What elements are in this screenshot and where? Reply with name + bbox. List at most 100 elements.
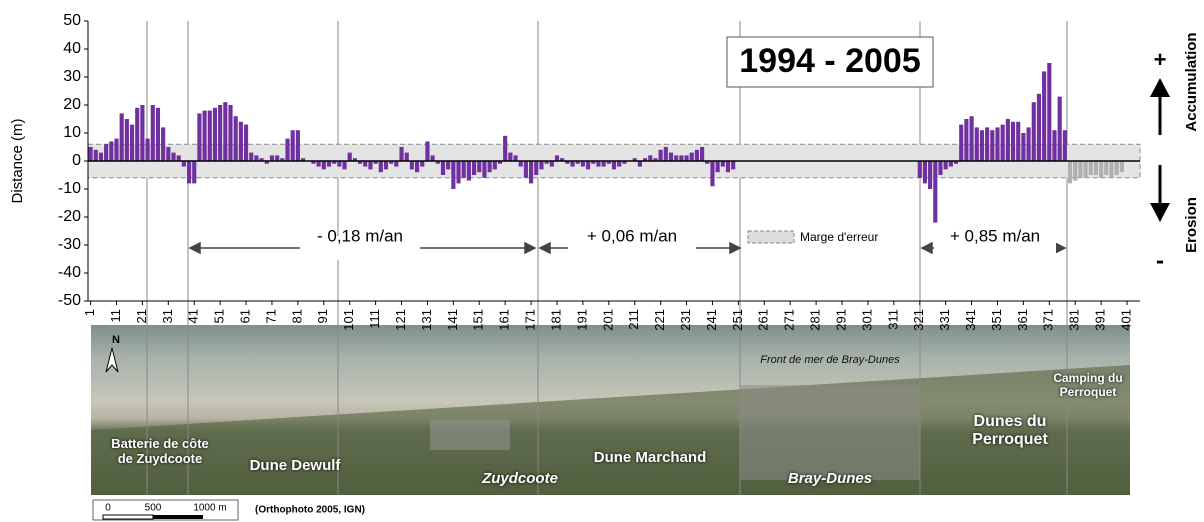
bar <box>1062 130 1067 161</box>
bar <box>1010 121 1016 161</box>
bar <box>1047 63 1052 161</box>
arrow-head <box>188 241 201 255</box>
bar <box>720 161 725 167</box>
bar <box>290 130 295 161</box>
bar <box>192 161 197 184</box>
bar <box>570 161 575 167</box>
bar <box>995 127 1000 161</box>
bar <box>352 158 357 161</box>
bar <box>648 155 653 161</box>
bar <box>373 161 378 164</box>
x-tick-label: 211 <box>626 309 641 330</box>
label-bg <box>934 236 1056 260</box>
x-tick-label: 401 <box>1118 309 1133 331</box>
bar <box>269 155 275 161</box>
bar <box>534 161 539 175</box>
up-arrow-head <box>1150 78 1170 97</box>
arrow-head <box>538 241 551 255</box>
x-tick-label: 221 <box>652 309 667 331</box>
x-tick-label: 141 <box>445 309 460 331</box>
trend-label: - 0,18 m/an <box>317 226 403 245</box>
bar <box>451 161 456 189</box>
y-axis-title: Distance (m) <box>9 118 26 203</box>
bar <box>694 149 699 161</box>
x-tick-label: 121 <box>393 309 408 331</box>
bar <box>461 161 466 178</box>
bar <box>124 119 129 161</box>
bar <box>1078 161 1083 178</box>
bar <box>482 161 487 178</box>
bar <box>917 161 922 178</box>
arrow-head <box>920 241 933 255</box>
bar <box>1031 102 1036 161</box>
bar <box>1114 161 1119 175</box>
north-arrow <box>105 347 119 373</box>
bar <box>368 161 373 170</box>
bar <box>425 141 430 161</box>
x-tick-label: 61 <box>237 309 252 323</box>
bar <box>119 113 124 161</box>
bar <box>1036 93 1042 161</box>
bar <box>98 152 104 161</box>
bar <box>1119 161 1124 173</box>
x-tick-label: 261 <box>756 309 771 331</box>
bar <box>658 149 663 161</box>
side-arrows <box>1150 78 1170 222</box>
bar <box>321 161 326 170</box>
bar <box>964 119 969 161</box>
bar <box>922 161 928 184</box>
bar <box>938 161 943 175</box>
photo-label: Front de mer de Bray-Dunes <box>760 354 900 366</box>
bar <box>492 161 497 170</box>
bar <box>415 161 420 173</box>
bar <box>948 161 953 167</box>
bar <box>326 161 332 167</box>
bar <box>197 113 202 161</box>
bar <box>420 161 425 167</box>
bar <box>466 161 471 181</box>
bar <box>928 161 933 189</box>
x-tick-label: 301 <box>859 309 874 331</box>
bar <box>259 158 264 161</box>
scale-bar <box>153 515 203 519</box>
bar <box>456 161 461 184</box>
bar <box>109 141 114 161</box>
bar <box>1088 161 1093 175</box>
bar <box>1093 161 1099 175</box>
x-tick-label: 231 <box>678 309 693 331</box>
photo-label: Bray-Dunes <box>787 470 873 487</box>
bar <box>176 155 181 161</box>
x-tick-label: 21 <box>134 309 149 323</box>
bar <box>88 147 93 161</box>
bar <box>166 147 171 161</box>
x-tick-label: 191 <box>574 309 589 331</box>
bar <box>161 127 166 161</box>
photo-label: Dunes du Perroquet <box>972 413 1048 449</box>
bar <box>363 161 368 167</box>
bar <box>285 138 290 161</box>
bar <box>1016 121 1021 161</box>
y-tick-label: -10 <box>58 180 81 197</box>
bar <box>731 161 736 170</box>
bar <box>1057 96 1062 161</box>
bar <box>300 158 306 161</box>
x-tick-label: 181 <box>548 309 563 331</box>
bar <box>114 138 119 161</box>
bar <box>394 161 399 167</box>
y-tick-label: -20 <box>58 208 81 225</box>
bar <box>264 161 269 164</box>
scale-label: 500 <box>145 503 162 514</box>
bar <box>969 116 974 161</box>
x-tick-label: 101 <box>341 309 356 331</box>
bar <box>186 161 192 184</box>
bar <box>389 161 394 164</box>
bar <box>1021 133 1026 161</box>
bar <box>549 161 554 167</box>
bar <box>953 161 959 164</box>
bar <box>233 116 238 161</box>
town <box>740 385 920 480</box>
y-tick-label: 20 <box>63 96 81 113</box>
x-tick-label: 371 <box>1041 309 1056 331</box>
bar <box>275 155 280 161</box>
